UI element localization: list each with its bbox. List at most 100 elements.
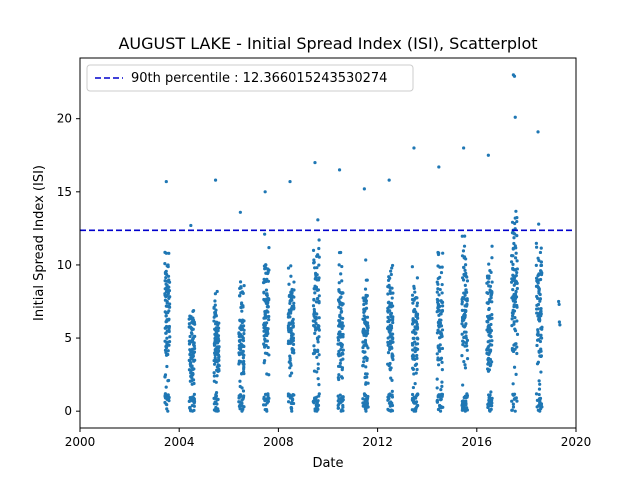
- data-point: [165, 336, 169, 340]
- data-point: [291, 397, 295, 401]
- x-tick-label: 2016: [462, 435, 493, 449]
- data-point: [463, 402, 467, 407]
- data-point: [313, 291, 317, 295]
- data-point: [311, 352, 316, 356]
- data-point: [487, 262, 491, 266]
- data-point: [438, 409, 443, 413]
- data-point: [437, 293, 441, 297]
- data-point: [388, 348, 392, 352]
- data-point: [339, 272, 343, 276]
- data-point: [513, 316, 517, 320]
- data-point: [489, 294, 493, 298]
- data-point: [315, 402, 319, 406]
- data-point: [515, 399, 519, 403]
- data-point: [212, 305, 216, 309]
- data-point: [264, 279, 268, 283]
- data-point: [438, 357, 443, 361]
- data-point: [362, 360, 366, 364]
- data-point: [315, 409, 319, 413]
- data-point: [189, 223, 193, 228]
- data-point: [239, 291, 243, 295]
- data-point: [289, 405, 293, 410]
- data-point: [435, 386, 439, 390]
- data-point: [462, 265, 466, 270]
- data-point: [311, 304, 316, 308]
- data-point: [317, 392, 321, 396]
- data-point: [485, 274, 490, 278]
- data-point: [241, 389, 246, 393]
- data-point: [263, 310, 267, 314]
- data-point: [536, 130, 540, 134]
- data-point: [387, 300, 391, 304]
- data-point: [436, 300, 440, 304]
- data-point: [166, 349, 170, 353]
- data-point: [286, 400, 291, 404]
- data-point: [512, 322, 516, 326]
- data-point: [485, 291, 489, 295]
- data-point: [213, 328, 218, 332]
- data-point: [488, 401, 492, 405]
- data-point: [168, 335, 172, 339]
- data-point: [192, 404, 196, 408]
- data-point: [389, 305, 393, 309]
- data-point: [413, 363, 417, 368]
- data-point: [512, 305, 516, 309]
- data-point: [386, 336, 390, 340]
- data-point: [338, 290, 342, 294]
- data-point: [488, 284, 493, 288]
- data-point: [191, 371, 195, 375]
- data-point: [539, 309, 543, 313]
- data-point: [464, 396, 468, 400]
- data-point: [411, 301, 415, 305]
- data-point: [512, 283, 516, 287]
- data-point: [513, 268, 518, 272]
- data-point: [339, 310, 343, 314]
- data-point: [341, 405, 345, 409]
- data-point: [317, 328, 321, 332]
- data-point: [440, 384, 444, 388]
- data-point: [513, 300, 517, 304]
- data-point: [213, 299, 217, 303]
- data-point: [263, 397, 267, 401]
- data-point: [413, 332, 417, 336]
- data-point: [290, 339, 294, 344]
- data-point: [337, 319, 341, 323]
- data-point: [239, 286, 243, 290]
- data-point: [266, 331, 270, 336]
- data-point: [262, 277, 266, 281]
- data-point: [441, 251, 445, 255]
- data-point: [511, 349, 516, 354]
- y-tick-label: 10: [57, 258, 72, 272]
- data-point: [464, 309, 468, 313]
- data-point: [263, 190, 267, 194]
- data-point: [362, 299, 366, 303]
- data-point: [192, 359, 196, 363]
- data-point: [167, 339, 172, 344]
- data-point: [338, 330, 342, 334]
- data-point: [241, 291, 245, 295]
- data-point: [411, 367, 415, 371]
- data-point: [440, 328, 445, 332]
- data-point: [187, 339, 191, 343]
- data-point: [291, 317, 295, 321]
- data-point: [164, 289, 169, 294]
- data-point: [538, 299, 542, 303]
- data-point: [364, 258, 368, 262]
- data-point: [438, 287, 442, 292]
- data-point: [488, 331, 492, 335]
- data-point: [415, 276, 419, 280]
- data-point: [386, 292, 390, 296]
- data-point: [487, 344, 491, 348]
- data-point: [389, 334, 393, 339]
- data-point: [460, 399, 464, 403]
- data-point: [262, 316, 266, 320]
- data-point: [462, 291, 466, 295]
- data-point: [535, 311, 539, 315]
- data-point: [537, 222, 541, 226]
- data-point: [415, 301, 420, 305]
- data-point: [415, 304, 419, 308]
- data-point: [389, 345, 393, 349]
- data-point: [190, 409, 195, 413]
- data-point: [437, 363, 441, 367]
- data-point: [317, 238, 321, 242]
